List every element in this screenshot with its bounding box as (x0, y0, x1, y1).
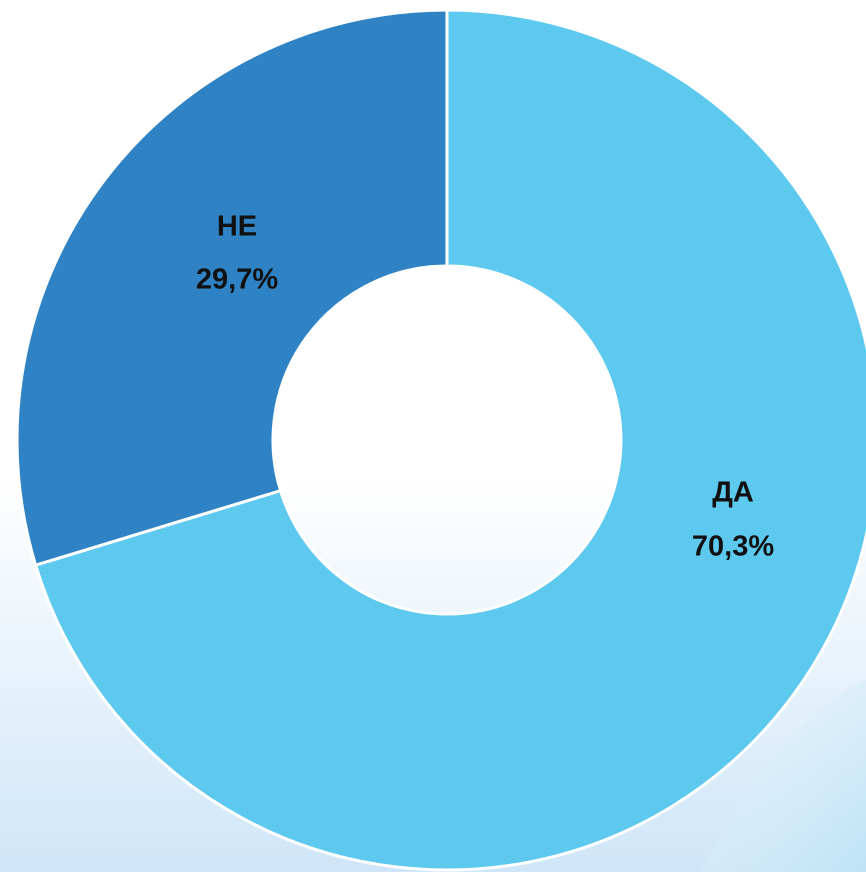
donut (15, 8, 866, 872)
slice-label: ДА (712, 477, 754, 509)
slice-value-label: 29,7% (196, 264, 278, 296)
donut-slice (33, 8, 866, 872)
slice-label: НЕ (217, 211, 257, 243)
background-swoosh (700, 680, 866, 872)
slice-value-label: 70,3% (692, 531, 774, 563)
donut-slice (15, 8, 449, 568)
